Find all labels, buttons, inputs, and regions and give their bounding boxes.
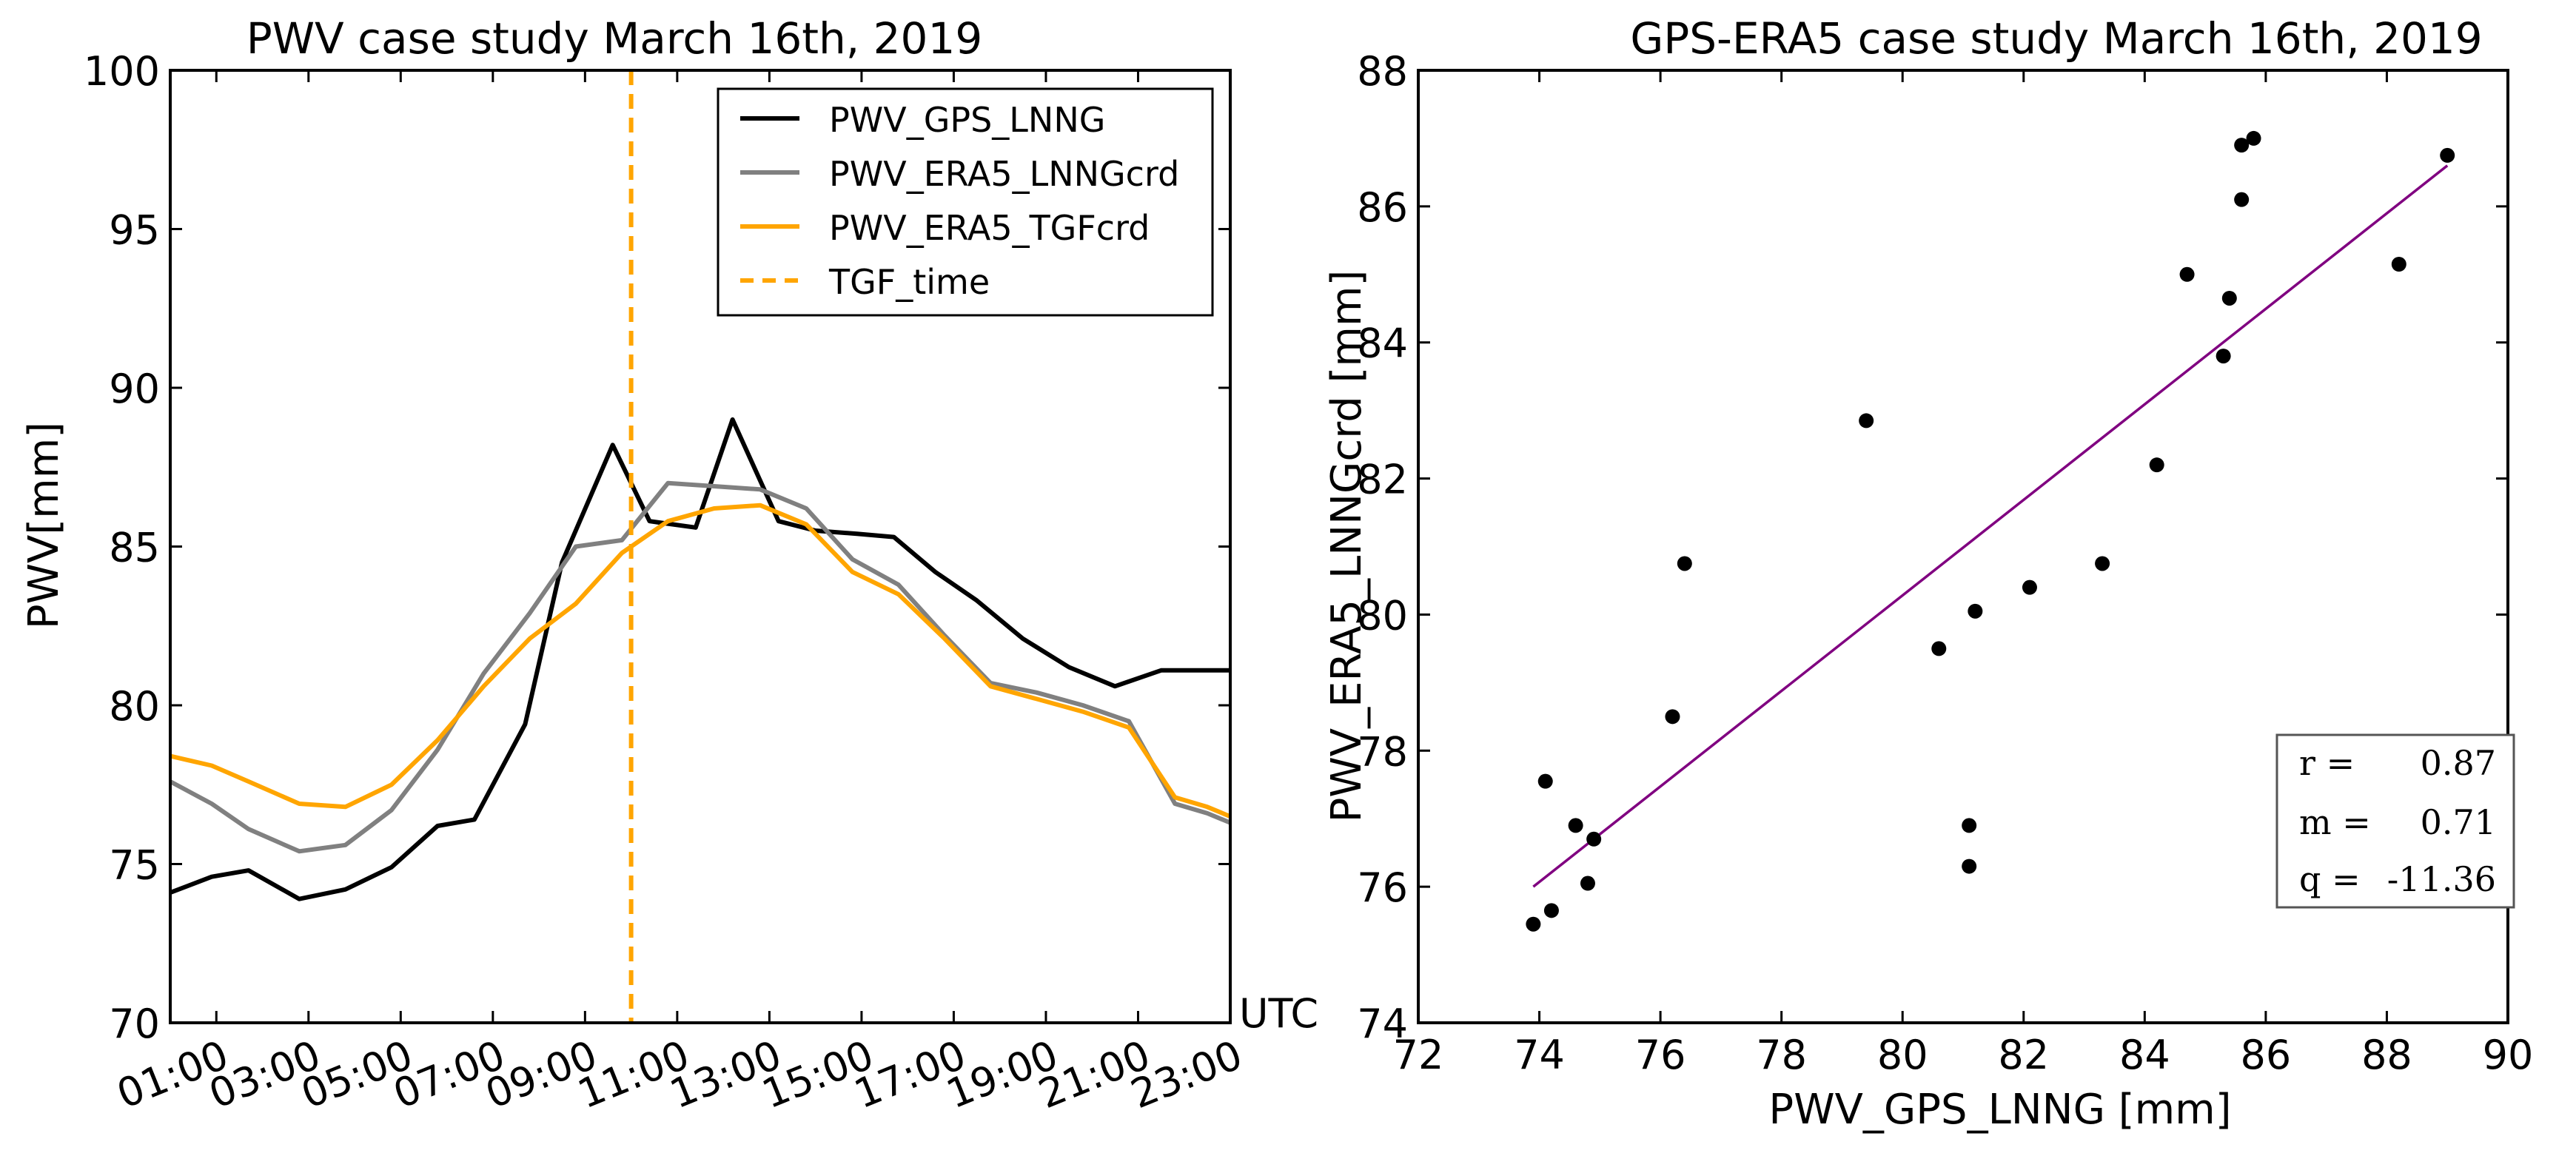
- scatter-point: [1931, 641, 1947, 656]
- legend-entry: PWV_ERA5_TGFcrd: [740, 208, 1150, 248]
- y-tick-label: 86: [1357, 184, 1408, 231]
- x-axis-ticks: 72 74 76 78 80 82 84 86 88 90: [1393, 70, 2534, 1078]
- regression-line: [1532, 164, 2449, 888]
- x-tick-label: 80: [1877, 1032, 1928, 1078]
- fit-stats-box: r = 0.87 m = 0.71 q = -11.36: [2275, 733, 2515, 909]
- scatter-point: [2234, 192, 2250, 207]
- x-tick-label: 82: [1998, 1032, 2049, 1078]
- series-line-pwv-era5-lnngcrd: [170, 480, 1230, 854]
- legend-frame: [717, 87, 1214, 317]
- y-tick-label: 74: [1357, 1001, 1408, 1047]
- x-tick-label: 76: [1635, 1032, 1686, 1078]
- series-line-pwv-gps-lnng: [170, 417, 1230, 901]
- plot-frame: [1417, 69, 2509, 1024]
- stat-label: m =: [2299, 802, 2371, 842]
- x-tick-label: 78: [1756, 1032, 1807, 1078]
- stat-value: 0.71: [2421, 802, 2496, 842]
- scatter-point: [1580, 876, 1595, 891]
- scatter-point: [1568, 818, 1583, 833]
- scatter-point: [1586, 831, 1602, 847]
- x-tick-label: 86: [2241, 1032, 2292, 1078]
- scatter-point: [1665, 709, 1680, 725]
- scatter-point: [2216, 349, 2231, 364]
- y-axis-ticks: 70 75 80 85 90 95 100: [84, 48, 1230, 1047]
- legend-entry: PWV_ERA5_LNNGcrd: [740, 154, 1179, 194]
- plot-area: [1417, 69, 2509, 1024]
- scatter-point: [2391, 256, 2406, 272]
- legend-label: PWV_ERA5_LNNGcrd: [829, 154, 1179, 194]
- stat-label: r =: [2299, 743, 2355, 783]
- legend-entry: PWV_GPS_LNNG: [740, 100, 1105, 140]
- gps-era5-scatter-chart: GPS-ERA5 case study March 16th, 2019 747…: [1323, 13, 2533, 1134]
- scatter-point: [1677, 556, 1692, 571]
- scatter-point: [2234, 138, 2250, 153]
- legend-entry: TGF_time: [740, 262, 990, 302]
- x-tick-label: 72: [1393, 1032, 1444, 1078]
- y-tick-label: 95: [109, 207, 160, 254]
- y-tick-label: 76: [1357, 864, 1408, 911]
- y-tick-label: 80: [1357, 592, 1408, 639]
- series-line-pwv-era5-tgfcrd: [170, 503, 1230, 819]
- scatter-point: [1537, 773, 1553, 789]
- scatter-point: [1968, 603, 1983, 619]
- y-tick-label: 80: [109, 683, 160, 730]
- scatter-point: [1543, 903, 1559, 918]
- scatter-point: [2095, 556, 2110, 571]
- x-tick-label: 88: [2361, 1032, 2412, 1078]
- scatter-point: [1962, 858, 1977, 874]
- y-tick-label: 90: [109, 366, 160, 412]
- stat-value: 0.87: [2421, 743, 2496, 783]
- y-tick-label: 82: [1357, 457, 1408, 503]
- y-tick-label: 100: [84, 48, 160, 95]
- legend-label: PWV_ERA5_TGFcrd: [829, 208, 1150, 248]
- chart-title: PWV case study March 16th, 2019: [246, 13, 983, 64]
- x-tick-label: 84: [2119, 1032, 2170, 1078]
- scatter-point: [1962, 818, 1977, 833]
- scatter-point: [2440, 147, 2455, 163]
- y-tick-label: 78: [1357, 728, 1408, 775]
- scatter-point: [2179, 266, 2195, 282]
- scatter-point: [2246, 130, 2261, 146]
- y-tick-label: 70: [109, 1001, 160, 1047]
- x-axis-label: UTC: [1239, 990, 1318, 1037]
- y-tick-label: 88: [1357, 48, 1408, 95]
- y-axis-ticks: 74 76 78 80 82 84 86 88: [1357, 48, 2508, 1047]
- x-tick-label: 90: [2483, 1032, 2534, 1078]
- stat-label: q =: [2299, 859, 2361, 899]
- y-axis-label: PWV[mm]: [20, 422, 68, 629]
- scatter-point: [2149, 457, 2164, 473]
- pwv-timeseries-chart: PWV case study March 16th, 2019 70 75 80 85…: [20, 13, 1318, 1118]
- y-tick-label: 84: [1357, 320, 1408, 367]
- legend-label: PWV_GPS_LNNG: [829, 100, 1105, 140]
- y-axis-label: PWV_ERA5_LNNGcrd [mm]: [1323, 270, 1371, 823]
- stat-value: -11.36: [2387, 859, 2496, 899]
- legend: PWV_GPS_LNNG PWV_ERA5_LNNGcrd PWV_ERA5_T…: [717, 87, 1214, 317]
- scatter-point: [1526, 916, 1541, 932]
- y-tick-label: 85: [109, 525, 160, 571]
- y-tick-label: 75: [109, 842, 160, 889]
- stats-frame: [2275, 733, 2515, 909]
- scatter-point: [1859, 413, 1874, 429]
- scatter-point: [2221, 290, 2237, 306]
- scatter-point: [2022, 579, 2037, 595]
- x-tick-label: 74: [1514, 1032, 1565, 1078]
- legend-label: TGF_time: [828, 262, 990, 302]
- x-axis-label: PWV_GPS_LNNG [mm]: [1768, 1086, 2231, 1134]
- chart-title: GPS-ERA5 case study March 16th, 2019: [1630, 13, 2482, 64]
